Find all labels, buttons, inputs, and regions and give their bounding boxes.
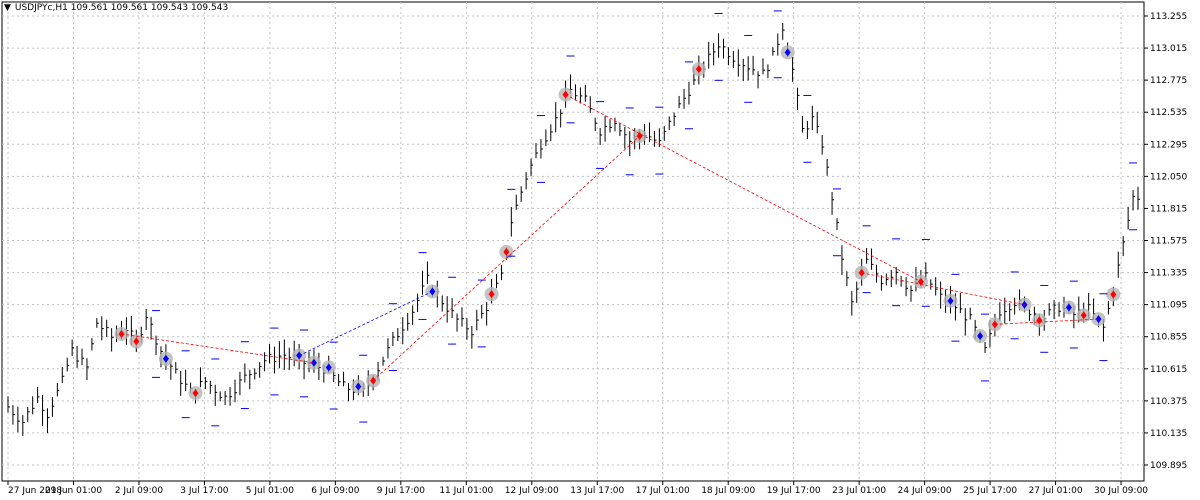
chart-header: ▼ USDJPYc,H1 109.561 109.561 109.543 109.… — [4, 3, 228, 13]
x-tick-label: 30 Jul 09:00 — [1094, 486, 1148, 496]
y-tick-label: 112.535 — [1150, 108, 1187, 118]
y-tick-label: 111.815 — [1150, 204, 1187, 214]
bear-signal — [1095, 315, 1102, 324]
x-tick-label: 27 Jun 2018 — [8, 486, 62, 496]
bear-signal — [977, 332, 984, 341]
y-tick-label: 111.575 — [1150, 237, 1187, 247]
x-tick-label: 11 Jul 01:00 — [439, 486, 493, 496]
signal-link — [861, 272, 1025, 306]
x-tick-label: 18 Jul 09:00 — [701, 486, 755, 496]
y-tick-label: 110.135 — [1150, 429, 1187, 439]
bear-signal — [325, 363, 332, 372]
x-tick-label: 23 Jul 01:00 — [832, 486, 886, 496]
symbol-timeframe: USDJPYc,H1 — [14, 3, 68, 13]
bear-signal — [310, 358, 317, 367]
signal-link — [372, 135, 640, 381]
bull-signal — [192, 389, 199, 398]
y-tick-label: 112.775 — [1150, 76, 1187, 86]
y-tick-label: 113.255 — [1150, 12, 1187, 22]
bear-signal — [784, 48, 791, 57]
y-tick-label: 110.855 — [1150, 333, 1187, 343]
x-tick-label: 12 Jul 09:00 — [505, 486, 559, 496]
x-tick-label: 24 Jul 09:00 — [898, 486, 952, 496]
bull-signal — [1110, 290, 1117, 299]
x-tick-label: 25 Jul 17:00 — [963, 486, 1017, 496]
x-tick-label: 27 Jul 01:00 — [1029, 486, 1083, 496]
x-tick-label: 19 Jul 17:00 — [767, 486, 821, 496]
bull-signal — [503, 247, 510, 256]
x-tick-label: 6 Jul 09:00 — [311, 486, 360, 496]
triangle-down-icon[interactable]: ▼ — [4, 3, 11, 13]
bull-signal — [133, 337, 140, 346]
x-tick-label: 29 Jun 01:00 — [45, 486, 102, 496]
y-tick-label: 109.895 — [1150, 461, 1187, 471]
y-tick-label: 112.050 — [1150, 172, 1187, 182]
bear-signal — [1065, 303, 1072, 312]
y-tick-label: 111.335 — [1150, 269, 1187, 279]
x-tick-label: 9 Jul 17:00 — [377, 486, 426, 496]
signal-link — [994, 318, 1099, 325]
y-tick-label: 110.615 — [1150, 365, 1187, 375]
bull-signal — [488, 290, 495, 299]
bear-signal — [355, 382, 362, 391]
x-tick-label: 5 Jul 01:00 — [246, 486, 295, 496]
x-tick-label: 17 Jul 01:00 — [636, 486, 690, 496]
bull-signal — [1080, 311, 1087, 320]
ohlc-readout: 109.561 109.561 109.543 109.543 — [70, 3, 229, 13]
y-tick-label: 110.375 — [1150, 397, 1187, 407]
x-tick-label: 13 Jul 17:00 — [570, 486, 624, 496]
y-tick-label: 112.295 — [1150, 140, 1187, 150]
bear-signal — [162, 354, 169, 363]
bear-signal — [947, 296, 954, 305]
plot-frame — [1, 1, 1145, 482]
x-tick-label: 2 Jul 09:00 — [115, 486, 164, 496]
signal-link — [565, 94, 922, 283]
x-tick-label: 3 Jul 17:00 — [180, 486, 229, 496]
signal-link — [121, 333, 314, 364]
y-tick-label: 111.095 — [1150, 301, 1187, 311]
bull-signal — [695, 65, 702, 74]
y-tick-label: 113.015 — [1150, 44, 1187, 54]
